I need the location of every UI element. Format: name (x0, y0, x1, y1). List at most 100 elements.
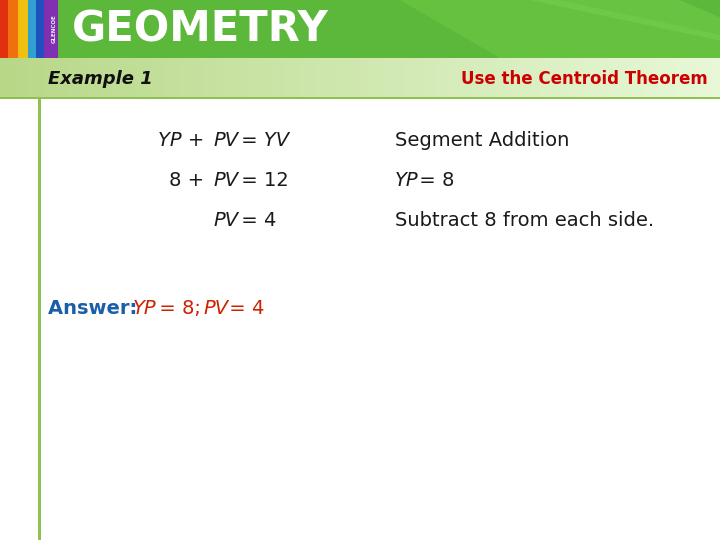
Bar (5, 58, 6, 98)
Bar (167, 58, 168, 98)
Bar (541, 58, 542, 98)
Bar (29, 58, 30, 98)
Bar (509, 58, 510, 98)
Bar (166, 58, 167, 98)
Bar (515, 58, 516, 98)
Bar (7, 58, 8, 98)
Bar (95, 58, 96, 98)
Bar (521, 58, 522, 98)
Bar (228, 58, 229, 98)
Bar (38, 98, 40, 540)
Bar (71, 58, 72, 98)
Bar (92, 58, 93, 98)
Bar (597, 58, 598, 98)
Bar (188, 58, 189, 98)
Bar (549, 58, 550, 98)
Bar (142, 58, 143, 98)
Bar (275, 58, 276, 98)
Bar (209, 58, 210, 98)
Text: = 12: = 12 (235, 171, 289, 190)
Bar (502, 58, 503, 98)
Bar (55, 58, 56, 98)
Bar (644, 58, 645, 98)
Bar (120, 58, 121, 98)
Text: PV: PV (213, 171, 238, 190)
Bar (661, 58, 662, 98)
Bar (178, 58, 179, 98)
Bar (581, 58, 582, 98)
Bar (283, 58, 284, 98)
Bar (38, 58, 39, 98)
Bar (659, 58, 660, 98)
Bar (246, 58, 247, 98)
Bar (46, 58, 47, 98)
Bar (220, 58, 221, 98)
Bar (298, 58, 299, 98)
Bar (127, 58, 128, 98)
Bar (347, 58, 348, 98)
Bar (603, 58, 604, 98)
Text: Segment Addition: Segment Addition (395, 131, 570, 150)
Bar (53, 58, 54, 98)
Bar (317, 58, 318, 98)
Bar (190, 58, 191, 98)
Bar (173, 58, 174, 98)
Bar (506, 58, 507, 98)
Bar (388, 58, 389, 98)
Bar (111, 58, 112, 98)
Bar (276, 58, 277, 98)
Bar (307, 58, 308, 98)
Bar (503, 58, 504, 98)
Bar (102, 58, 103, 98)
Bar (508, 58, 509, 98)
Bar (382, 58, 383, 98)
Bar (393, 58, 394, 98)
Bar (186, 58, 187, 98)
Bar (337, 58, 338, 98)
Bar (250, 58, 251, 98)
Bar (579, 58, 580, 98)
Bar (663, 58, 664, 98)
Bar (138, 58, 139, 98)
Bar (81, 58, 82, 98)
Bar (35, 58, 36, 98)
Bar (420, 58, 421, 98)
Bar (444, 58, 445, 98)
Bar (717, 58, 718, 98)
Bar (686, 58, 687, 98)
Bar (177, 58, 178, 98)
Bar (42, 58, 43, 98)
Bar (557, 58, 558, 98)
Bar (456, 58, 457, 98)
Bar (64, 58, 65, 98)
Bar (712, 58, 713, 98)
Bar (114, 58, 115, 98)
Bar (619, 58, 620, 98)
Bar (709, 58, 710, 98)
Bar (641, 58, 642, 98)
Bar (368, 58, 369, 98)
Bar (48, 58, 49, 98)
Bar (530, 58, 531, 98)
Polygon shape (18, 0, 32, 58)
Bar (263, 58, 264, 98)
Bar (618, 58, 619, 98)
Bar (630, 58, 631, 98)
Bar (14, 58, 15, 98)
Bar (210, 58, 211, 98)
Bar (119, 58, 120, 98)
Bar (467, 58, 468, 98)
Bar (299, 58, 300, 98)
Bar (497, 58, 498, 98)
Bar (353, 58, 354, 98)
Bar (546, 58, 547, 98)
Bar (540, 58, 541, 98)
Bar (649, 58, 650, 98)
Bar (567, 58, 568, 98)
Bar (350, 58, 351, 98)
Bar (313, 58, 314, 98)
Bar (199, 58, 200, 98)
Bar (338, 58, 339, 98)
Bar (135, 58, 136, 98)
Bar (158, 58, 159, 98)
